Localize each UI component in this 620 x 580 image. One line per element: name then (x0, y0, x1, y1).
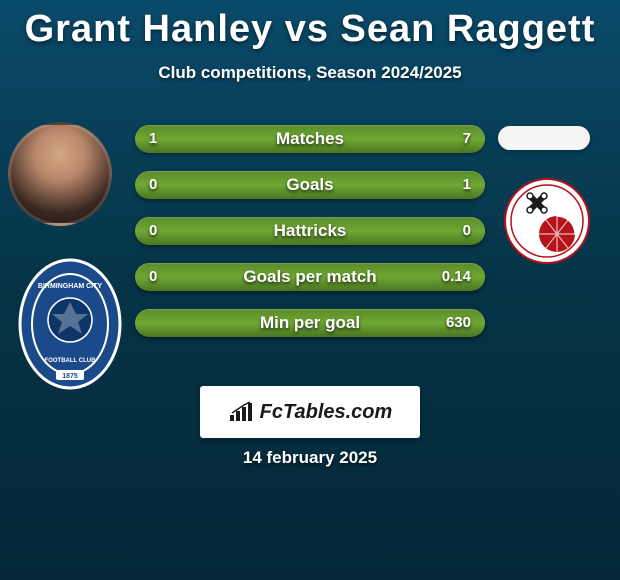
stat-right-value: 0.14 (442, 263, 471, 291)
stat-right-value: 7 (463, 125, 471, 153)
player-left-avatar (8, 122, 112, 226)
comparison-title: Grant Hanley vs Sean Raggett (0, 0, 620, 51)
brand-chart-icon (228, 401, 254, 423)
stat-row-hattricks: 0 Hattricks 0 (135, 217, 485, 245)
svg-text:FOOTBALL CLUB: FOOTBALL CLUB (45, 358, 97, 364)
stat-label: Min per goal (135, 309, 485, 337)
stat-row-matches: 1 Matches 7 (135, 125, 485, 153)
stat-label: Goals (135, 171, 485, 199)
player-right-avatar (498, 126, 590, 150)
stat-right-value: 0 (463, 217, 471, 245)
brand-label: FcTables.com (260, 401, 393, 424)
svg-text:1875: 1875 (62, 373, 78, 380)
brand-badge: FcTables.com (200, 386, 420, 438)
comparison-subtitle: Club competitions, Season 2024/2025 (0, 63, 620, 83)
stat-row-min-per-goal: Min per goal 630 (135, 309, 485, 337)
svg-text:BIRMINGHAM CITY: BIRMINGHAM CITY (38, 283, 102, 290)
stat-label: Goals per match (135, 263, 485, 291)
stat-label: Hattricks (135, 217, 485, 245)
stat-right-value: 1 (463, 171, 471, 199)
stat-label: Matches (135, 125, 485, 153)
stat-row-goals: 0 Goals 1 (135, 171, 485, 199)
stat-row-goals-per-match: 0 Goals per match 0.14 (135, 263, 485, 291)
comparison-date: 14 february 2025 (0, 448, 620, 468)
club-crest-left: BIRMINGHAM CITY FOOTBALL CLUB 1875 (18, 258, 122, 390)
stat-right-value: 630 (446, 309, 471, 337)
club-crest-right (504, 178, 590, 264)
stats-bars: 1 Matches 7 0 Goals 1 0 Hattricks 0 0 Go… (135, 125, 485, 355)
